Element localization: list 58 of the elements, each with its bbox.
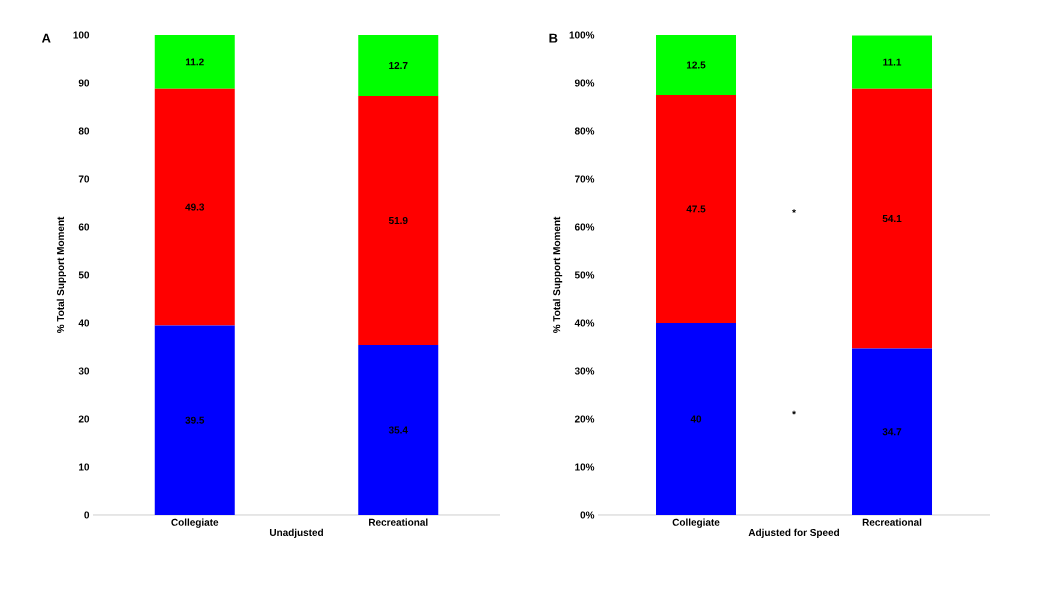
bar <box>656 322 737 515</box>
bar <box>852 348 933 515</box>
y-tick-label: 90 <box>78 79 90 87</box>
data-label: 34.7 <box>882 428 902 436</box>
y-tick-label: 80 <box>78 127 90 135</box>
y-tick-label: 70% <box>574 175 595 183</box>
y-tick-label: 30% <box>574 367 595 375</box>
text: A <box>41 33 51 43</box>
x-axis-title: Unadjusted <box>269 528 323 538</box>
annotation: * <box>792 209 796 213</box>
y-tick-label: 20 <box>78 415 90 423</box>
data-label: 11.2 <box>185 58 204 66</box>
x-tick-label: Recreational <box>862 518 922 526</box>
y-axis-title: % Total Support Moment <box>56 216 67 334</box>
bar <box>154 88 235 326</box>
data-label: 12.7 <box>389 61 408 69</box>
y-tick-label: 10 <box>79 463 90 471</box>
x-tick-label: Collegiate <box>171 518 219 528</box>
y-tick-label: 60% <box>574 223 595 231</box>
y-tick-label: 10% <box>575 463 595 471</box>
y-tick-label: 40 <box>78 319 90 327</box>
text: B <box>549 33 558 43</box>
y-tick-label: 100 <box>73 31 90 39</box>
data-label: 11.1 <box>883 58 902 66</box>
y-tick-label: 70 <box>78 175 90 183</box>
y-tick-label: 0% <box>580 511 595 519</box>
data-label: 35.4 <box>388 426 408 434</box>
bar <box>852 35 933 89</box>
data-label: 54.1 <box>882 215 902 223</box>
y-tick-label: 80% <box>574 127 595 135</box>
y-tick-label: 100% <box>569 31 595 39</box>
data-label: 40 <box>690 415 702 423</box>
data-label: 12.5 <box>686 61 706 69</box>
data-label: 49.3 <box>185 203 205 211</box>
data-label: 47.5 <box>686 205 706 213</box>
bar <box>358 95 439 346</box>
y-tick-label: 60 <box>78 223 90 231</box>
annotation: * <box>792 410 796 415</box>
bar <box>358 34 439 96</box>
y-tick-label: 90% <box>574 79 595 87</box>
bar <box>656 34 737 95</box>
data-label: 39.5 <box>185 416 205 424</box>
y-tick-label: 30 <box>78 367 90 375</box>
y-tick-label: 50 <box>78 271 90 279</box>
y-tick-label: 40% <box>574 319 595 327</box>
y-axis-title: % Total Support Moment <box>552 216 563 334</box>
x-tick-label: Recreational <box>369 518 428 526</box>
x-tick-label: Collegiate <box>672 518 720 528</box>
y-tick-label: 0 <box>84 511 90 519</box>
data-label: 51.9 <box>388 216 408 225</box>
bar <box>852 88 933 349</box>
bar <box>656 94 737 323</box>
bar <box>154 325 235 515</box>
y-tick-label: 50% <box>574 271 595 279</box>
bar <box>358 345 439 515</box>
bar <box>154 34 235 89</box>
y-tick-label: 20% <box>574 415 595 423</box>
x-axis-title: Adjusted for Speed <box>748 528 840 538</box>
